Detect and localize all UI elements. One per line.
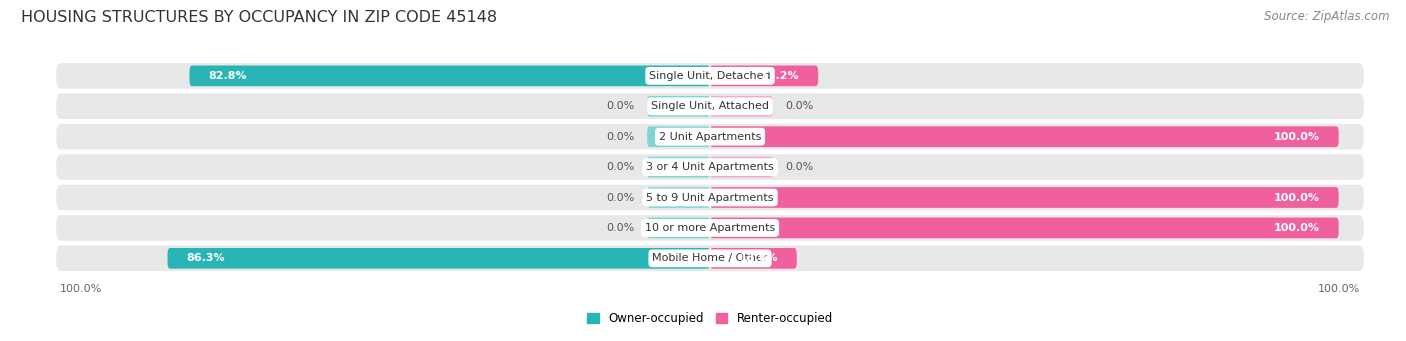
FancyBboxPatch shape <box>56 93 1364 119</box>
Text: 0.0%: 0.0% <box>606 162 634 172</box>
Text: 0.0%: 0.0% <box>606 223 634 233</box>
FancyBboxPatch shape <box>710 126 1339 147</box>
FancyBboxPatch shape <box>647 96 710 117</box>
FancyBboxPatch shape <box>167 248 710 269</box>
Text: 0.0%: 0.0% <box>606 101 634 111</box>
Text: 82.8%: 82.8% <box>208 71 247 81</box>
FancyBboxPatch shape <box>647 187 710 208</box>
Text: 100.0%: 100.0% <box>1274 132 1320 142</box>
FancyBboxPatch shape <box>56 185 1364 210</box>
FancyBboxPatch shape <box>56 154 1364 180</box>
FancyBboxPatch shape <box>710 218 1339 238</box>
FancyBboxPatch shape <box>710 187 1339 208</box>
Text: HOUSING STRUCTURES BY OCCUPANCY IN ZIP CODE 45148: HOUSING STRUCTURES BY OCCUPANCY IN ZIP C… <box>21 10 498 25</box>
Text: 17.2%: 17.2% <box>761 71 799 81</box>
Text: 13.8%: 13.8% <box>740 253 778 263</box>
Text: 3 or 4 Unit Apartments: 3 or 4 Unit Apartments <box>647 162 773 172</box>
Text: 86.3%: 86.3% <box>187 253 225 263</box>
Text: Single Unit, Detached: Single Unit, Detached <box>650 71 770 81</box>
Text: Mobile Home / Other: Mobile Home / Other <box>652 253 768 263</box>
FancyBboxPatch shape <box>56 63 1364 89</box>
Text: 0.0%: 0.0% <box>606 132 634 142</box>
Text: 0.0%: 0.0% <box>606 193 634 203</box>
FancyBboxPatch shape <box>710 157 773 177</box>
FancyBboxPatch shape <box>56 124 1364 149</box>
Text: 0.0%: 0.0% <box>786 101 814 111</box>
Text: 100.0%: 100.0% <box>1274 193 1320 203</box>
Text: 0.0%: 0.0% <box>786 162 814 172</box>
FancyBboxPatch shape <box>710 96 773 117</box>
Text: 2 Unit Apartments: 2 Unit Apartments <box>659 132 761 142</box>
FancyBboxPatch shape <box>710 248 797 269</box>
Text: 100.0%: 100.0% <box>1274 223 1320 233</box>
Text: Source: ZipAtlas.com: Source: ZipAtlas.com <box>1264 10 1389 23</box>
FancyBboxPatch shape <box>647 157 710 177</box>
Text: 10 or more Apartments: 10 or more Apartments <box>645 223 775 233</box>
FancyBboxPatch shape <box>647 126 710 147</box>
FancyBboxPatch shape <box>56 215 1364 241</box>
Text: Single Unit, Attached: Single Unit, Attached <box>651 101 769 111</box>
FancyBboxPatch shape <box>190 65 710 86</box>
FancyBboxPatch shape <box>56 246 1364 271</box>
Legend: Owner-occupied, Renter-occupied: Owner-occupied, Renter-occupied <box>582 308 838 330</box>
FancyBboxPatch shape <box>647 218 710 238</box>
FancyBboxPatch shape <box>710 65 818 86</box>
Text: 5 to 9 Unit Apartments: 5 to 9 Unit Apartments <box>647 193 773 203</box>
